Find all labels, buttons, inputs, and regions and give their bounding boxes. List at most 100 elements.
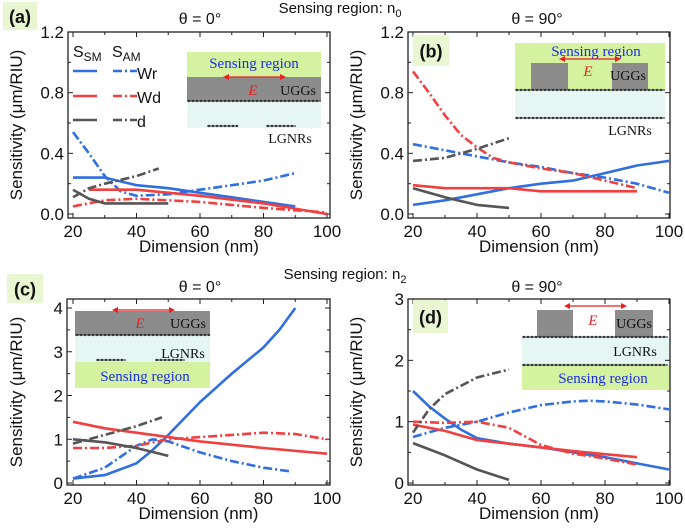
carbon-atom xyxy=(151,333,155,337)
plot-frame xyxy=(67,31,331,219)
sensing-region-layer xyxy=(75,362,210,388)
carbon-atom xyxy=(603,88,607,92)
carbon-atom xyxy=(527,88,531,92)
series-wd-am xyxy=(73,431,328,450)
carbon-atom xyxy=(575,88,579,92)
carbon-atom xyxy=(104,358,108,362)
arrow-head-left xyxy=(564,303,570,309)
series-wr-sm xyxy=(73,176,296,208)
carbon-atom xyxy=(606,335,610,339)
carbon-atom xyxy=(112,358,116,362)
carbon-atom xyxy=(566,335,570,339)
carbon-atom xyxy=(522,335,526,339)
carbon-atom xyxy=(650,335,654,339)
series-wr-am xyxy=(72,437,290,480)
carbon-atom xyxy=(247,99,251,103)
carbon-atom xyxy=(515,88,519,92)
carbon-atom xyxy=(227,99,231,103)
series-wr-am xyxy=(412,399,670,439)
carbon-atom xyxy=(635,88,639,92)
carbon-atom xyxy=(555,116,559,120)
inset-ugg-label: UGGs xyxy=(610,69,646,84)
carbon-atom xyxy=(215,99,219,103)
carbon-atom xyxy=(279,99,283,103)
header-sensing-region-n0: Sensing region: n0 xyxy=(279,0,402,20)
carbon-atom xyxy=(551,88,555,92)
carbon-atom xyxy=(578,363,582,367)
arrow-head-left xyxy=(223,74,229,80)
carbon-atom xyxy=(303,99,307,103)
carbon-atom xyxy=(171,333,175,337)
carbon-atom xyxy=(286,124,290,128)
carbon-atom xyxy=(207,333,211,337)
carbon-atom xyxy=(542,363,546,367)
y-tick-label: 0.0 xyxy=(40,205,64,224)
carbon-atom xyxy=(163,333,167,337)
y-axis-label: Sensitivity (μm/RIU) xyxy=(7,317,26,468)
legend-am-main: S xyxy=(112,44,123,61)
carbon-atom xyxy=(243,99,247,103)
carbon-atom xyxy=(295,99,299,103)
carbon-atom xyxy=(530,363,534,367)
panel-title: θ = 0° xyxy=(179,279,221,296)
series-wd-sm xyxy=(88,188,328,216)
carbon-atom xyxy=(526,363,530,367)
carbon-atom xyxy=(119,333,123,337)
carbon-atom xyxy=(534,363,538,367)
panel-label: (a) xyxy=(9,7,31,27)
carbon-atom xyxy=(618,335,622,339)
carbon-atom xyxy=(575,116,579,120)
carbon-atom xyxy=(558,363,562,367)
arrow-head-right xyxy=(621,303,627,309)
x-axis-label: Dimension (nm) xyxy=(139,504,259,523)
carbon-atom xyxy=(610,363,614,367)
carbon-atom xyxy=(599,116,603,120)
carbon-atom xyxy=(83,333,87,337)
carbon-atom xyxy=(563,116,567,120)
carbon-atom xyxy=(538,363,542,367)
carbon-atom xyxy=(554,335,558,339)
carbon-atom xyxy=(571,116,575,120)
carbon-atom xyxy=(219,99,223,103)
inset-e-label: E xyxy=(587,313,597,329)
carbon-atom xyxy=(562,363,566,367)
carbon-atom xyxy=(654,335,658,339)
series-d-sm xyxy=(72,188,169,205)
ugg-block xyxy=(615,310,653,337)
series-wd-sm xyxy=(72,420,328,455)
lgnr-ribbon xyxy=(155,358,185,362)
inset-ugg-label: UGGs xyxy=(280,84,316,99)
carbon-atom xyxy=(571,88,575,92)
carbon-atom xyxy=(650,363,654,367)
legend-label-d: d xyxy=(137,114,146,131)
carbon-atom xyxy=(595,116,599,120)
carbon-atom xyxy=(662,363,666,367)
carbon-atom xyxy=(203,333,207,337)
x-tick-label: 60 xyxy=(191,222,210,241)
carbon-atom xyxy=(299,99,303,103)
carbon-atom xyxy=(630,335,634,339)
carbon-atom xyxy=(231,124,235,128)
inset-lgnr-label: LGNRs xyxy=(161,347,205,362)
y-axis-label: Sensitivity (μm/RIU) xyxy=(347,50,366,201)
carbon-atom xyxy=(647,88,651,92)
panel-title: θ = 90° xyxy=(511,11,562,28)
carbon-atom xyxy=(651,88,655,92)
legend-label-wr: Wr xyxy=(137,66,158,83)
carbon-atom xyxy=(647,116,651,120)
x-tick-label: 100 xyxy=(655,222,683,241)
carbon-atom xyxy=(634,335,638,339)
x-tick-label: 40 xyxy=(468,222,487,241)
y-tick-label: 0.4 xyxy=(380,144,404,163)
carbon-atom xyxy=(91,333,95,337)
carbon-atom xyxy=(567,88,571,92)
lgnr-ribbon xyxy=(207,124,239,128)
series-d-sm xyxy=(72,438,169,458)
carbon-atom xyxy=(602,335,606,339)
series-wd-sm xyxy=(412,183,637,193)
carbon-atom xyxy=(639,116,643,120)
carbon-atom xyxy=(255,99,259,103)
chart-panel-d: E UGGs LGNRs Sensing region 20 40 60 80 100 0 1 2 3 D… xyxy=(347,279,683,523)
carbon-atom xyxy=(631,116,635,120)
